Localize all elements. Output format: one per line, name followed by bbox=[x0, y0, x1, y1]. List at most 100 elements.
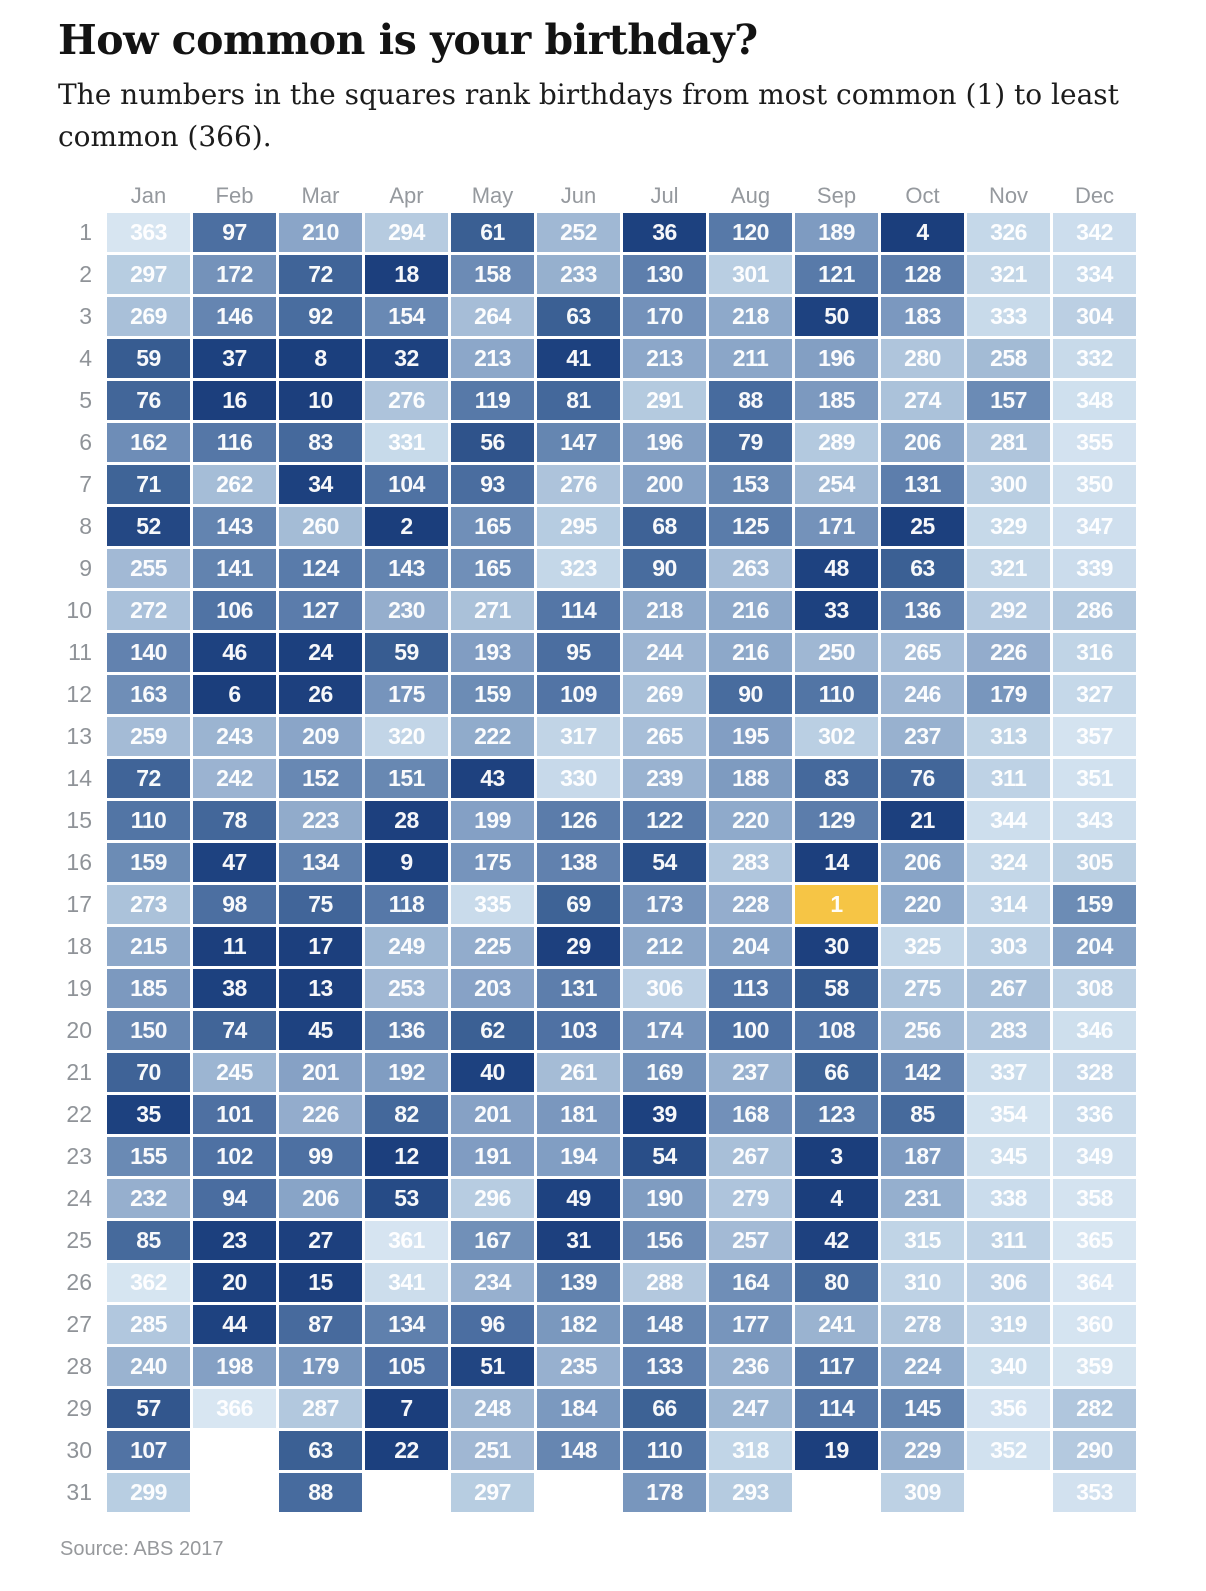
heatmap-cell: 54 bbox=[623, 843, 706, 882]
heatmap-cell: 213 bbox=[451, 339, 534, 378]
heatmap-cell: 252 bbox=[537, 213, 620, 252]
heatmap-cell: 102 bbox=[193, 1137, 276, 1176]
heatmap-cell: 83 bbox=[795, 759, 878, 798]
heatmap-cell: 294 bbox=[365, 213, 448, 252]
heatmap-cell: 338 bbox=[967, 1179, 1050, 1218]
heatmap-cell: 264 bbox=[451, 297, 534, 336]
heatmap-cell: 291 bbox=[623, 381, 706, 420]
heatmap-cell: 262 bbox=[193, 465, 276, 504]
heatmap-cell: 285 bbox=[107, 1305, 190, 1344]
heatmap-cell: 232 bbox=[107, 1179, 190, 1218]
day-label: 30 bbox=[66, 1437, 92, 1463]
heatmap-cell: 16 bbox=[193, 381, 276, 420]
heatmap-cell: 317 bbox=[537, 717, 620, 756]
heatmap-cell: 216 bbox=[709, 591, 792, 630]
heatmap-cell: 229 bbox=[881, 1431, 964, 1470]
heatmap-cell: 6 bbox=[193, 675, 276, 714]
day-label: 8 bbox=[79, 513, 92, 539]
heatmap-cell: 75 bbox=[279, 885, 362, 924]
heatmap-cell: 3 bbox=[795, 1137, 878, 1176]
heatmap-cell: 246 bbox=[881, 675, 964, 714]
heatmap-cell: 360 bbox=[1053, 1305, 1136, 1344]
heatmap-cell: 101 bbox=[193, 1095, 276, 1134]
heatmap-cell: 189 bbox=[795, 213, 878, 252]
heatmap-cell: 342 bbox=[1053, 213, 1136, 252]
heatmap-cell: 352 bbox=[967, 1431, 1050, 1470]
heatmap-cell-empty bbox=[365, 1473, 448, 1512]
heatmap-cell: 351 bbox=[1053, 759, 1136, 798]
heatmap-cell: 173 bbox=[623, 885, 706, 924]
heatmap-cell: 46 bbox=[193, 633, 276, 672]
month-header-dec: Dec bbox=[1074, 183, 1115, 208]
heatmap-cell: 309 bbox=[881, 1473, 964, 1512]
heatmap-cell: 325 bbox=[881, 927, 964, 966]
heatmap-cell: 170 bbox=[623, 297, 706, 336]
heatmap-cell: 311 bbox=[967, 759, 1050, 798]
day-label: 7 bbox=[79, 471, 92, 497]
heatmap-cell: 183 bbox=[881, 297, 964, 336]
heatmap-cell: 162 bbox=[107, 423, 190, 462]
heatmap-cell: 156 bbox=[623, 1221, 706, 1260]
heatmap-cell: 226 bbox=[967, 633, 1050, 672]
heatmap-cell: 344 bbox=[967, 801, 1050, 840]
heatmap-cell: 328 bbox=[1053, 1053, 1136, 1092]
heatmap-cell: 80 bbox=[795, 1263, 878, 1302]
day-label: 26 bbox=[66, 1269, 92, 1295]
heatmap-cell: 8 bbox=[279, 339, 362, 378]
heatmap-cell: 276 bbox=[365, 381, 448, 420]
heatmap-cell: 33 bbox=[795, 591, 878, 630]
heatmap-cell: 220 bbox=[881, 885, 964, 924]
heatmap-cell: 218 bbox=[709, 297, 792, 336]
heatmap-cell: 131 bbox=[537, 969, 620, 1008]
month-header-jul: Jul bbox=[650, 183, 679, 208]
heatmap-cell: 171 bbox=[795, 507, 878, 546]
heatmap-cell: 250 bbox=[795, 633, 878, 672]
heatmap-cell: 99 bbox=[279, 1137, 362, 1176]
heatmap-cell: 353 bbox=[1053, 1473, 1136, 1512]
heatmap-cell: 94 bbox=[193, 1179, 276, 1218]
heatmap-cell: 27 bbox=[279, 1221, 362, 1260]
heatmap-cell: 126 bbox=[537, 801, 620, 840]
heatmap-cell: 237 bbox=[881, 717, 964, 756]
heatmap-cell: 200 bbox=[623, 465, 706, 504]
heatmap-cell: 263 bbox=[709, 549, 792, 588]
heatmap-cell: 245 bbox=[193, 1053, 276, 1092]
heatmap-cell: 275 bbox=[881, 969, 964, 1008]
day-label: 29 bbox=[66, 1395, 92, 1421]
day-label: 21 bbox=[66, 1059, 92, 1085]
heatmap-cell: 210 bbox=[279, 213, 362, 252]
heatmap-cell: 267 bbox=[967, 969, 1050, 1008]
heatmap-cell: 324 bbox=[967, 843, 1050, 882]
heatmap-cell: 332 bbox=[1053, 339, 1136, 378]
heatmap-cell: 58 bbox=[795, 969, 878, 1008]
heatmap-cell: 79 bbox=[709, 423, 792, 462]
heatmap-cell: 287 bbox=[279, 1389, 362, 1428]
heatmap-cell: 142 bbox=[881, 1053, 964, 1092]
heatmap-cell: 239 bbox=[623, 759, 706, 798]
heatmap-cell: 177 bbox=[709, 1305, 792, 1344]
heatmap-cell: 1 bbox=[795, 885, 878, 924]
heatmap-cell: 354 bbox=[967, 1095, 1050, 1134]
day-label: 1 bbox=[79, 219, 92, 245]
heatmap-cell: 184 bbox=[537, 1389, 620, 1428]
heatmap-cell: 69 bbox=[537, 885, 620, 924]
heatmap-cell: 120 bbox=[709, 213, 792, 252]
heatmap-cell: 283 bbox=[709, 843, 792, 882]
heatmap-cell: 143 bbox=[193, 507, 276, 546]
heatmap-cell: 290 bbox=[1053, 1431, 1136, 1470]
heatmap-cell: 108 bbox=[795, 1011, 878, 1050]
heatmap-cell: 305 bbox=[1053, 843, 1136, 882]
heatmap-cell: 134 bbox=[365, 1305, 448, 1344]
heatmap-cell: 190 bbox=[623, 1179, 706, 1218]
grid-corner bbox=[58, 182, 104, 210]
day-label: 18 bbox=[66, 933, 92, 959]
heatmap-cell: 139 bbox=[537, 1263, 620, 1302]
heatmap-cell: 321 bbox=[967, 255, 1050, 294]
heatmap-cell: 185 bbox=[795, 381, 878, 420]
heatmap-cell: 96 bbox=[451, 1305, 534, 1344]
subtitle: The numbers in the squares rank birthday… bbox=[58, 78, 1119, 153]
heatmap-cell: 218 bbox=[623, 591, 706, 630]
month-header-nov: Nov bbox=[988, 183, 1029, 208]
heatmap-cell: 88 bbox=[279, 1473, 362, 1512]
heatmap-cell: 187 bbox=[881, 1137, 964, 1176]
